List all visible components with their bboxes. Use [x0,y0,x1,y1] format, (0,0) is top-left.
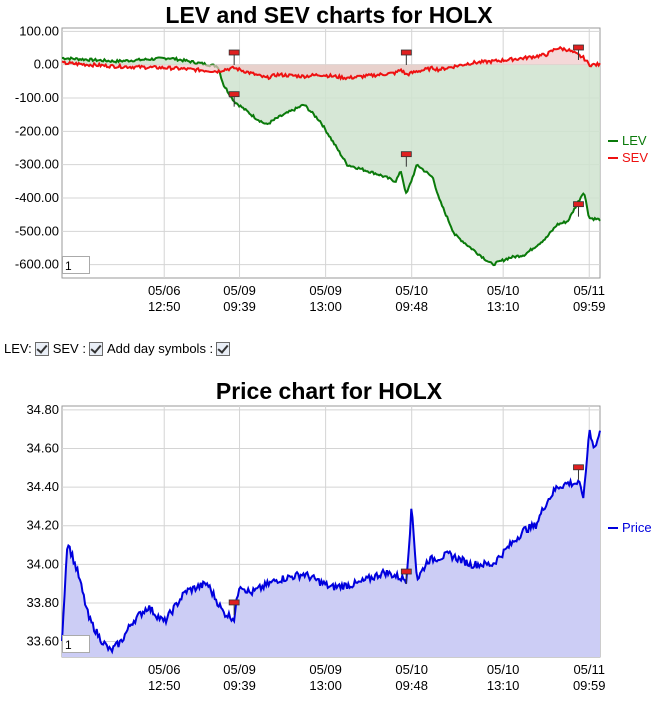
price-x-tick-date: 05/09 [223,662,256,677]
lev-sev-day-marker-icon [228,91,240,98]
price-day-marker-icon [228,599,240,606]
price-price-line [61,429,601,655]
price-x-tick-date: 05/10 [487,662,520,677]
sev-checkbox[interactable] [88,341,103,356]
lev-sev-x-tick-time: 09:59 [573,299,606,314]
price-x-tick-date: 05/06 [148,662,181,677]
lev-sev-day-marker-icon [573,44,584,51]
lev-sev-x-tick-date: 05/09 [223,283,256,298]
lev-sev-legend-sev: SEV [622,150,648,165]
lev-sev-chart-title: LEV and SEV charts for HOLX [165,2,493,28]
price-y-tick-label: 34.20 [26,518,59,533]
price-zoom-input[interactable]: 1 [62,635,90,653]
price-x-tick-time: 13:00 [309,678,342,693]
lev-sev-x-tick-time: 09:48 [395,299,428,314]
lev-sev-x-tick-date: 05/10 [395,283,428,298]
price-chart-title: Price chart for HOLX [215,378,443,404]
lev-sev-zoom-input[interactable]: 1 [62,256,90,274]
lev-sev-sev-area [62,47,600,80]
sev-toggle-label: SEV : [52,341,86,356]
price-y-tick-label: 34.80 [26,402,59,417]
price-y-tick-label: 33.60 [26,634,59,649]
day-symbols-checkbox[interactable] [216,341,231,356]
price-x-tick-time: 09:39 [223,678,256,693]
lev-sev-x-tick-time: 13:00 [309,299,342,314]
lev-sev-sev-line [61,45,601,81]
lev-sev-x-tick-time: 13:10 [487,299,520,314]
lev-sev-x-tick-date: 05/09 [309,283,342,298]
price-day-marker-icon [400,568,412,575]
price-x-tick-time: 09:48 [395,678,428,693]
lev-toggle-label: LEV: [4,341,32,356]
lev-sev-x-tick-date: 05/06 [148,283,181,298]
lev-sev-y-tick-label: -400.00 [15,190,59,205]
price-x-tick-time: 13:10 [487,678,520,693]
lev-sev-y-tick-label: -300.00 [15,157,59,172]
lev-sev-y-tick-label: 0.00 [34,57,59,72]
lev-sev-day-marker-icon [573,201,584,208]
price-y-tick-label: 33.80 [26,595,59,610]
price-x-tick-date: 05/11 [573,662,605,677]
lev-checkbox[interactable] [34,341,49,356]
lev-sev-x-tick-date: 05/11 [573,283,605,298]
lev-sev-y-tick-label: 100.00 [19,23,59,38]
price-price-area [62,430,600,657]
lev-sev-day-marker-icon [228,49,240,56]
lev-sev-chart: 100.00 0.00 -100.00 -200.00 -300.00 -400.00 -5… [15,23,648,314]
lev-sev-day-marker-icon [400,151,412,158]
price-day-marker-icon [573,464,584,471]
lev-sev-y-tick-label: -500.00 [15,223,59,238]
price-y-tick-label: 34.00 [26,556,59,571]
price-x-tick-date: 05/10 [395,662,428,677]
price-x-tick-time: 12:50 [148,678,181,693]
price-y-tick-label: 34.40 [26,479,59,494]
lev-sev-x-tick-time: 09:39 [223,299,256,314]
price-legend-price: Price [622,520,652,535]
lev-sev-y-tick-label: -200.00 [15,123,59,138]
chart-controls: LEV: SEV : Add day symbols : [4,341,234,356]
lev-sev-lev-area [62,57,600,266]
lev-sev-y-tick-label: -600.00 [15,257,59,272]
lev-sev-y-tick-label: -100.00 [15,90,59,105]
lev-sev-legend-lev: LEV [622,133,647,148]
lev-sev-day-marker-icon [400,49,412,56]
price-x-tick-time: 09:59 [573,678,606,693]
day-symbols-label: Add day symbols : [106,341,214,356]
lev-sev-x-tick-time: 12:50 [148,299,181,314]
lev-sev-x-tick-date: 05/10 [487,283,520,298]
lev-sev-lev-line [61,55,601,267]
price-x-tick-date: 05/09 [309,662,342,677]
price-y-tick-label: 34.60 [26,440,59,455]
